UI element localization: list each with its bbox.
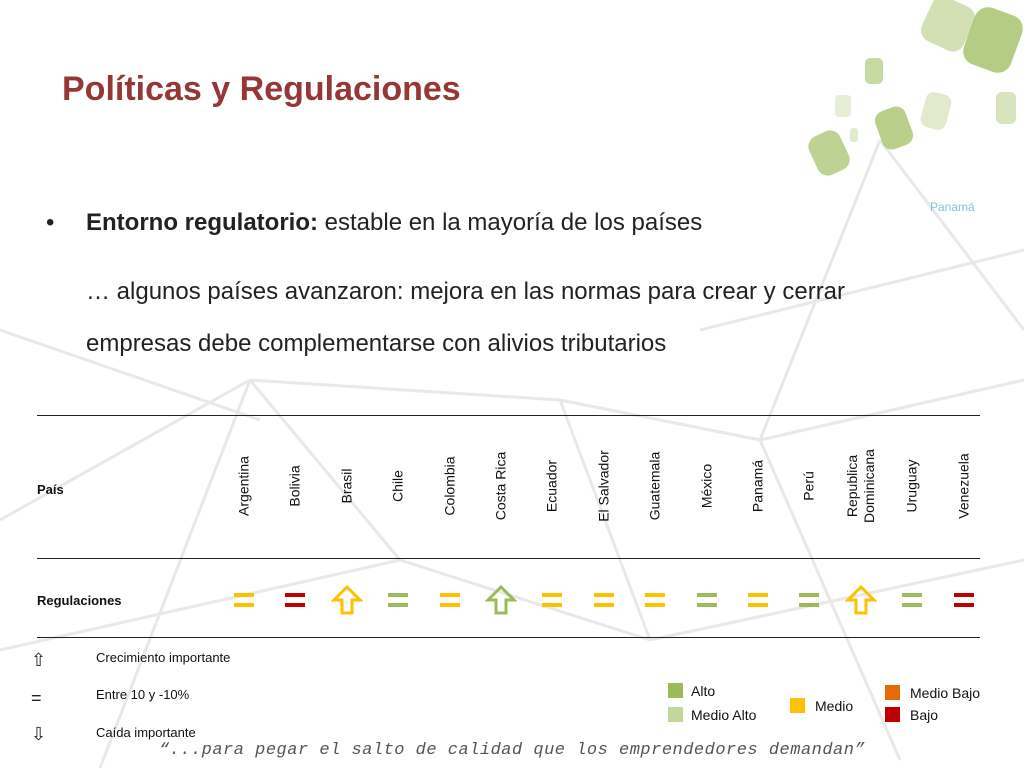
equal-bar	[902, 593, 923, 597]
legend-bajo: Bajo	[910, 707, 939, 723]
equal-bar	[285, 593, 306, 597]
legend-up-text: Crecimiento importante	[96, 650, 231, 665]
swatch-medio-alto	[668, 707, 683, 722]
country-header: Republica Dominicana	[843, 449, 877, 523]
equal-bar	[953, 603, 974, 607]
up-arrow-icon	[484, 584, 518, 615]
equal-symbol	[434, 584, 466, 616]
bullet-heading: Entorno regulatorio:	[86, 209, 318, 236]
equal-symbol	[228, 584, 260, 616]
up-arrow-symbol	[330, 584, 364, 616]
equal-bar	[696, 593, 717, 597]
bullet-marker: •	[46, 209, 55, 236]
table-rule-middle	[37, 558, 980, 559]
country-header: Guatemala	[646, 451, 663, 521]
table-rule-top	[37, 415, 980, 416]
equal-bar	[645, 593, 666, 597]
equal-symbol	[793, 584, 825, 616]
equal-bar	[799, 603, 820, 607]
equal-bar	[696, 603, 717, 607]
equal-symbol	[742, 584, 774, 616]
equal-bar	[234, 603, 254, 607]
up-arrow-symbol	[484, 584, 518, 616]
equal-symbol	[691, 584, 723, 616]
equal-bar	[593, 603, 614, 607]
equal-bar	[799, 593, 820, 597]
equal-bar	[388, 593, 409, 597]
equal-bar	[902, 603, 923, 607]
row-header-regulations: Regulaciones	[37, 593, 122, 608]
up-arrow-icon	[330, 584, 364, 615]
equal-bar	[439, 593, 460, 597]
up-arrow-icon	[844, 584, 878, 615]
swatch-medio-bajo	[885, 685, 900, 700]
country-header: Costa Rica	[492, 451, 509, 521]
equal-bar	[953, 593, 974, 597]
equal-bar	[285, 603, 306, 607]
up-arrow-symbol	[844, 584, 878, 616]
equal-bar	[542, 603, 563, 607]
equal-symbol	[382, 584, 414, 616]
country-header: Ecuador	[543, 459, 560, 513]
equal-symbol	[536, 584, 568, 616]
country-header: México	[698, 463, 715, 509]
equal-bar	[748, 603, 768, 607]
legend-down-text: Caída importante	[96, 725, 196, 740]
equal-symbol	[948, 584, 980, 616]
row-header-country: País	[37, 482, 64, 497]
swatch-alto	[668, 683, 683, 698]
swatch-medio	[790, 698, 805, 713]
equal-icon: =	[31, 688, 42, 708]
country-header: Bolivia	[286, 465, 303, 507]
equal-bar	[542, 593, 563, 597]
legend-medio-bajo: Medio Bajo	[910, 685, 981, 701]
legend-equal-text: Entre 10 y -10%	[96, 687, 190, 702]
slide-title: Políticas y Regulaciones	[62, 70, 461, 108]
equal-symbol	[639, 584, 671, 616]
equal-symbol	[588, 584, 620, 616]
equal-bar	[234, 593, 254, 597]
equal-bar	[439, 603, 460, 607]
country-header: Perú	[800, 471, 817, 501]
country-header: Argentina	[235, 456, 252, 516]
bullet-text: estable en la mayoría de los países	[317, 209, 703, 236]
faded-label: Panamá	[930, 200, 975, 214]
country-header: Venezuela	[955, 453, 972, 519]
country-header: Chile	[389, 470, 406, 502]
legend-medio-alto: Medio Alto	[691, 707, 757, 723]
equal-bar	[645, 603, 666, 607]
closing-quote: “...para pegar el salto de calidad que l…	[158, 741, 866, 760]
down-arrow-icon: ⇩	[31, 724, 47, 744]
equal-symbol	[279, 584, 311, 616]
country-header: Uruguay	[903, 459, 920, 513]
table-rule-bottom	[37, 637, 980, 638]
country-header: El Salvador	[595, 450, 612, 522]
legend-alto: Alto	[691, 683, 716, 699]
country-header: Brasil	[338, 468, 355, 504]
country-header: Panamá	[749, 459, 766, 513]
bullet-paragraph: … algunos países avanzaron: mejora en la…	[86, 278, 846, 357]
equal-bar	[748, 593, 768, 597]
equal-bar	[388, 603, 409, 607]
legend-medio: Medio	[815, 698, 854, 714]
swatch-bajo	[885, 707, 900, 722]
equal-symbol	[896, 584, 928, 616]
bullet-line: Entorno regulatorio: estable en la mayor…	[86, 209, 702, 237]
equal-bar	[593, 593, 614, 597]
up-arrow-icon: ⇧	[31, 650, 47, 670]
country-header: Colombia	[441, 456, 458, 516]
